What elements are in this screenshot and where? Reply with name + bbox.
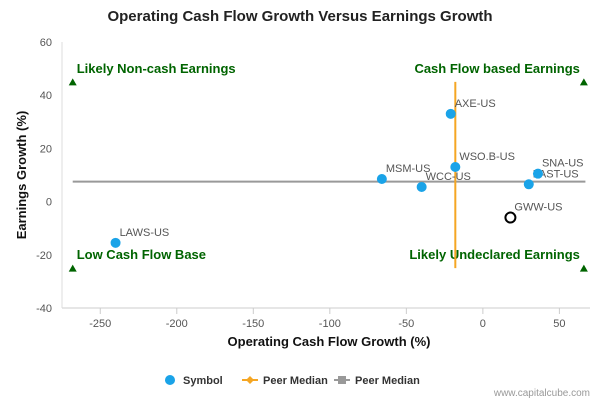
x-axis-ticks: -250 -200 -150 -100 -50 0 50	[89, 308, 566, 330]
x-tick-label: -150	[242, 318, 264, 330]
x-tick-label: -100	[319, 318, 341, 330]
data-point[interactable]	[450, 162, 461, 173]
data-point-label: AXE-US	[455, 98, 496, 110]
chart-title: Operating Cash Flow Growth Versus Earnin…	[107, 8, 492, 25]
data-point-label: LAWS-US	[120, 227, 170, 239]
x-tick-label: -250	[89, 318, 111, 330]
x-axis-title: Operating Cash Flow Growth (%)	[228, 334, 431, 349]
highlight-point-label: GWW-US	[514, 202, 562, 214]
data-point-label: FAST-US	[533, 168, 579, 180]
data-point-label: SNA-US	[542, 158, 584, 170]
data-point[interactable]	[532, 168, 543, 179]
x-tick-label: -50	[398, 318, 414, 330]
legend-symbol-marker	[165, 375, 175, 385]
x-tick-label: 0	[480, 318, 486, 330]
y-tick-label: -20	[36, 250, 52, 262]
credit-text: www.capitalcube.com	[493, 388, 590, 399]
quadrant-marker	[579, 78, 588, 86]
quadrant-marker	[68, 264, 77, 272]
data-point-label: WCC-US	[426, 171, 471, 183]
legend-square-marker	[338, 376, 346, 384]
y-tick-label: 20	[40, 143, 52, 155]
legend-item[interactable]: Symbol	[165, 375, 223, 387]
y-tick-label: -40	[36, 303, 52, 315]
data-point[interactable]	[523, 179, 534, 190]
plot-area	[61, 42, 590, 309]
data-point[interactable]	[416, 181, 427, 192]
y-tick-label: 0	[46, 197, 52, 209]
y-tick-label: 60	[40, 37, 52, 49]
x-tick-label: 50	[553, 318, 565, 330]
y-axis-ticks: -40 -20 0 20 40 60	[36, 37, 52, 315]
x-tick-label: -200	[166, 318, 188, 330]
y-tick-label: 40	[40, 90, 52, 102]
quadrant-marker	[68, 78, 77, 86]
data-point-label: WSO.B-US	[459, 151, 515, 163]
quadrant-label: Likely Non-cash Earnings	[77, 61, 236, 76]
quadrant-label: Low Cash Flow Base	[77, 247, 206, 262]
legend-label: Peer Median	[355, 375, 420, 387]
legend-item[interactable]: Peer Median	[334, 375, 420, 387]
data-point[interactable]	[445, 108, 456, 119]
data-point[interactable]	[376, 173, 387, 184]
legend-label: Peer Median	[263, 375, 328, 387]
legend-diamond-marker	[246, 376, 254, 384]
highlight-point[interactable]	[504, 211, 517, 224]
quadrant-labels: Likely Non-cash Earnings Cash Flow based …	[68, 61, 588, 272]
quadrant-label: Cash Flow based Earnings	[414, 61, 579, 76]
legend[interactable]: Symbol Peer Median Peer Median	[165, 375, 420, 387]
quadrant-label: Likely Undeclared Earnings	[409, 247, 580, 262]
data-point[interactable]	[110, 237, 121, 248]
quadrant-marker	[579, 264, 588, 272]
data-point-label: MSM-US	[386, 163, 431, 175]
legend-label: Symbol	[183, 375, 223, 387]
legend-item[interactable]: Peer Median	[242, 375, 328, 387]
y-axis-title: Earnings Growth (%)	[14, 111, 29, 240]
